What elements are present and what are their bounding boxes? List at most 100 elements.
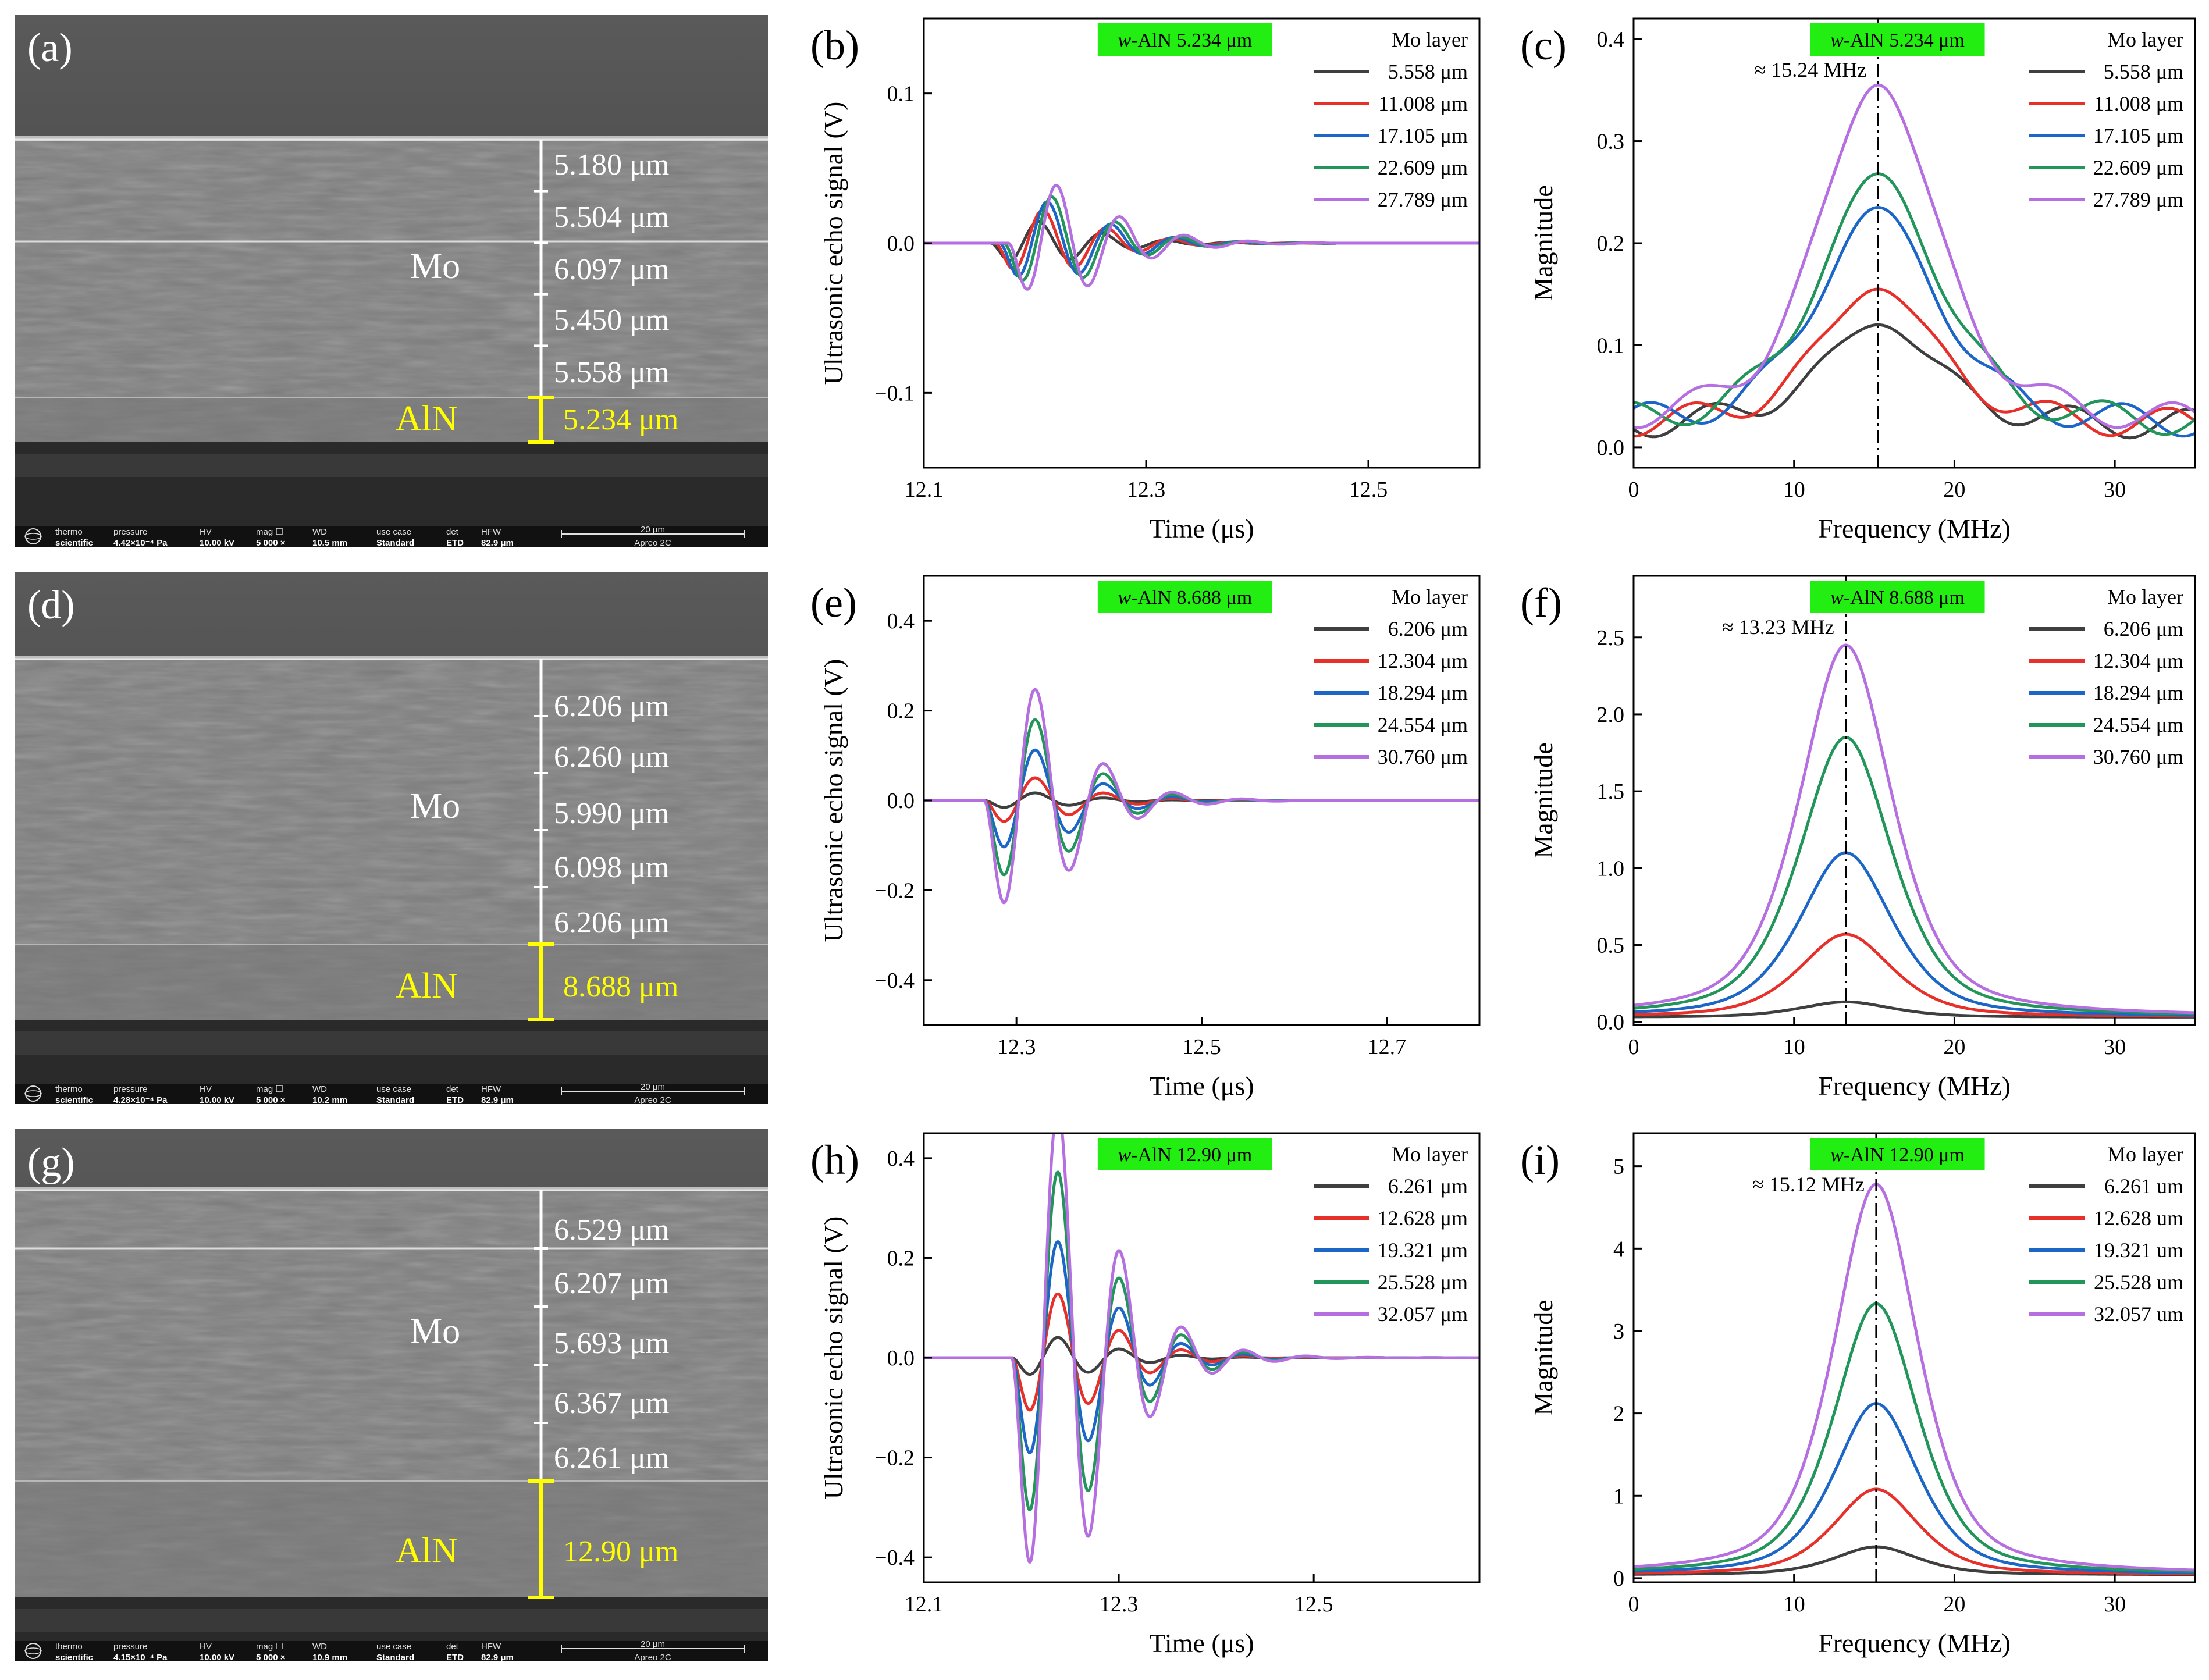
sem-info-value: 4.42×10⁻⁴ Pa	[113, 538, 168, 548]
sem-info-label: det	[446, 527, 459, 537]
y-tick-label: 4	[1613, 1237, 1624, 1261]
peak-label: ≈ 15.24 MHz	[1754, 58, 1866, 81]
x-tick-label: 12.3	[1127, 478, 1166, 502]
aln-label: AlN	[396, 399, 458, 439]
y-tick-label: 0.2	[887, 699, 915, 724]
y-tick-label: 1.0	[1597, 856, 1625, 881]
series-line	[924, 718, 1479, 877]
mo-layer-thickness: 6.207 μm	[554, 1267, 669, 1300]
series-line	[1634, 932, 2195, 1018]
x-tick-label: 12.1	[905, 1592, 944, 1617]
x-tick-label: 12.5	[1294, 1592, 1333, 1617]
panel-letter: (e)	[810, 579, 857, 626]
panel-letter: (d)	[27, 583, 75, 628]
legend-title: Mo layer	[2107, 1142, 2183, 1166]
sem-info-value: scientific	[55, 1653, 93, 1663]
legend-entry: 30.760 μm	[1378, 745, 1468, 768]
x-tick-label: 10	[1783, 1035, 1805, 1059]
legend-title: Mo layer	[1392, 1142, 1468, 1166]
sem-info-value: Standard	[376, 1653, 414, 1663]
y-tick-label: 2	[1613, 1402, 1624, 1426]
legend-title: Mo layer	[1392, 585, 1468, 608]
sample-tag-text: w-AlN 12.90 μm	[1118, 1144, 1252, 1166]
x-tick-label: 30	[2104, 1035, 2126, 1059]
sem-image-a: (a) 5.180 μm 5.504 μm 6.097 μm 5.450 μm 5.558…	[15, 15, 768, 548]
y-tick-label: 0.2	[1597, 232, 1625, 256]
peak-label: ≈ 13.23 MHz	[1722, 615, 1834, 639]
y-tick-label: 0.1	[1597, 333, 1625, 358]
sem-info-value: 10.2 mm	[312, 1095, 347, 1105]
series-line	[1634, 1402, 2195, 1575]
series-line	[1634, 1487, 2195, 1575]
panel-letter: (a)	[27, 26, 73, 70]
panel-letter: (h)	[810, 1137, 859, 1183]
y-tick-label: 0.2	[887, 1246, 915, 1270]
x-axis-label: Time (μs)	[1149, 1628, 1254, 1658]
y-tick-label: 0.0	[887, 789, 915, 813]
sem-instrument: Apreo 2C	[634, 1095, 671, 1105]
mo-layer-thickness: 5.450 μm	[554, 304, 669, 337]
series-line	[1634, 287, 2195, 438]
sem-info-bar	[15, 1641, 768, 1661]
sem-info-bar	[15, 1084, 768, 1104]
mo-layer-thickness: 6.367 μm	[554, 1387, 669, 1420]
sem-info-value: 5 000 ×	[256, 1095, 286, 1105]
sem-instrument: Apreo 2C	[634, 1653, 671, 1663]
chart-f: ≈ 13.23 MHz 0 10 20 30 0.0 0.5 1.0 1.5 2.0 2.5 Freq…	[1520, 575, 2196, 1101]
legend-entry: 6.206 μm	[2104, 617, 2183, 640]
sem-info-label: use case	[376, 527, 411, 537]
y-tick-label: −0.2	[874, 1446, 915, 1471]
x-tick-label: 12.5	[1349, 478, 1388, 502]
series-line	[924, 688, 1479, 905]
series-line	[1634, 323, 2195, 440]
y-tick-label: 0.4	[887, 609, 915, 633]
panel-letter: (f)	[1520, 579, 1562, 626]
legend-entry: 30.760 μm	[2093, 745, 2183, 768]
x-tick-label: 0	[1628, 478, 1639, 502]
sample-tag	[1097, 23, 1272, 56]
legend-entry: 12.628 um	[2094, 1206, 2183, 1230]
legend-entry: 19.321 um	[2094, 1238, 2183, 1262]
chart-e: 12.3 12.5 12.7 −0.4 −0.2 0.0 0.2 0.4 Time (μs) Ul…	[810, 575, 1481, 1101]
mo-layer-thickness: 6.206 μm	[554, 690, 669, 723]
panel-letter: (b)	[810, 22, 859, 69]
legend-entry: 27.789 μm	[2093, 188, 2183, 211]
sem-scale-label: 20 μm	[641, 525, 665, 535]
legend-title: Mo layer	[2107, 28, 2183, 51]
y-tick-label: 0.4	[887, 1147, 915, 1171]
x-tick-label: 10	[1783, 1592, 1805, 1617]
x-tick-label: 12.3	[1100, 1592, 1139, 1617]
sem-info-label: thermo	[55, 527, 83, 537]
sem-info-value: 10.00 kV	[200, 1095, 234, 1105]
legend-entry: 5.558 μm	[1388, 60, 1468, 83]
sem-info-value: 10.00 kV	[200, 538, 234, 548]
sem-info-label: pressure	[113, 1642, 147, 1651]
sem-info-value: Standard	[376, 1095, 414, 1105]
legend-entry: 19.321 μm	[1378, 1238, 1468, 1262]
sem-info-label: pressure	[113, 527, 147, 537]
x-axis-label: Time (μs)	[1149, 1071, 1254, 1101]
series-line	[1634, 1183, 2195, 1572]
y-tick-label: 1	[1613, 1484, 1624, 1508]
y-tick-label: 5	[1613, 1155, 1624, 1179]
series-line	[924, 184, 1479, 291]
thermo-logo-icon	[25, 1085, 41, 1102]
chart-b: 12.1 12.3 12.5 −0.1 0.0 0.1 Time (μs) Ultrasoni…	[810, 17, 1481, 543]
x-axis-label: Frequency (MHz)	[1818, 1071, 2011, 1101]
mo-layer-thickness: 5.558 μm	[554, 356, 669, 389]
sem-image-g: (g) 6.529 μm 6.207 μm 5.693 μm 6.367 μm 6.261…	[15, 1129, 768, 1663]
aln-label: AlN	[396, 1531, 458, 1571]
sem-info-value: scientific	[55, 1095, 93, 1105]
sample-tag	[1810, 581, 1985, 613]
legend-title: Mo layer	[1392, 28, 1468, 51]
sem-info-label: mag ☐	[256, 527, 283, 537]
sem-info-value: ETD	[446, 1095, 464, 1105]
plot-frame	[1632, 575, 2196, 1026]
legend-entry: 24.554 μm	[1378, 713, 1468, 736]
legend-entry: 6.206 μm	[1388, 617, 1468, 640]
legend-entry: 22.609 μm	[1378, 156, 1468, 179]
y-axis-label: Magnitude	[1528, 1300, 1558, 1415]
y-tick-label: 0.1	[887, 82, 915, 106]
y-tick-label: 0.0	[1597, 436, 1625, 460]
